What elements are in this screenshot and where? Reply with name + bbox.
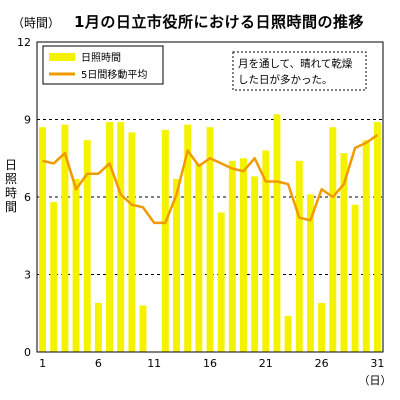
y-tick-labels: 0 3 6 9 12: [17, 36, 31, 359]
y-axis-label-char: 時: [4, 186, 17, 200]
bar: [128, 132, 136, 352]
y-tick-label: 6: [24, 191, 31, 204]
x-tick-label: 26: [315, 357, 329, 370]
bar: [206, 127, 214, 352]
bar: [362, 140, 370, 352]
bar: [262, 150, 270, 352]
chart-title: 1月の日立市役所における日照時間の推移: [74, 13, 364, 31]
moving-average-line: [42, 133, 379, 225]
x-tick-label: 1: [39, 357, 46, 370]
gridlines: [37, 119, 383, 275]
bar: [217, 212, 225, 352]
bar: [61, 124, 69, 353]
y-tick-label: 9: [24, 114, 31, 127]
legend: 日照時間 5日間移動平均: [42, 45, 164, 85]
bar: [173, 178, 180, 352]
annotation-line-2: した日が多かった。: [238, 73, 333, 86]
bar: [273, 114, 281, 352]
bar: [351, 204, 359, 352]
bar: [139, 305, 147, 352]
bar: [106, 122, 114, 352]
bar: [228, 160, 236, 352]
y-axis-label-char: 日: [4, 158, 17, 172]
bar: [373, 122, 381, 352]
y-axis-label-char: 照: [4, 172, 17, 186]
y-tick-label: 0: [24, 346, 31, 359]
y-tick-label: 12: [17, 36, 31, 49]
bar: [50, 202, 58, 352]
bar: [284, 315, 292, 352]
legend-frame: [42, 45, 164, 85]
bar-series: [39, 114, 381, 353]
bar: [72, 178, 80, 352]
legend-swatch-bar: [49, 53, 75, 61]
bar: [340, 153, 348, 352]
bar: [161, 129, 169, 352]
y-tick-label: 3: [24, 269, 31, 282]
x-tick-label: 21: [259, 357, 273, 370]
bar: [240, 158, 247, 352]
bar: [83, 140, 91, 352]
bar: [184, 124, 192, 353]
x-tick-label: 16: [203, 357, 217, 370]
legend-label-bar: 日照時間: [81, 52, 121, 64]
annotation-line-1: 月を通して、晴れて乾燥: [238, 57, 353, 70]
y-axis-unit-label: （時間）: [12, 16, 61, 30]
bar: [295, 160, 303, 352]
bar: [94, 302, 102, 352]
legend-label-line: 5日間移動平均: [81, 68, 147, 81]
x-axis-unit-label: （日）: [359, 374, 392, 387]
annotation-frame: [232, 51, 367, 91]
x-tick-labels: 1 6 11 16 21 26 31: [39, 357, 384, 370]
y-axis-label: 日照時間: [4, 158, 18, 214]
bar: [39, 127, 47, 352]
x-tick-label: 6: [95, 357, 102, 370]
bar: [195, 163, 203, 352]
bar: [251, 176, 259, 352]
bar: [318, 302, 326, 352]
x-tick-label: 11: [147, 357, 161, 370]
y-axis-label-char: 間: [4, 200, 17, 214]
bar: [329, 127, 337, 352]
bar: [306, 194, 314, 352]
plot-frame: [36, 41, 384, 353]
x-tick-label: 31: [370, 357, 384, 370]
bar: [117, 122, 125, 352]
